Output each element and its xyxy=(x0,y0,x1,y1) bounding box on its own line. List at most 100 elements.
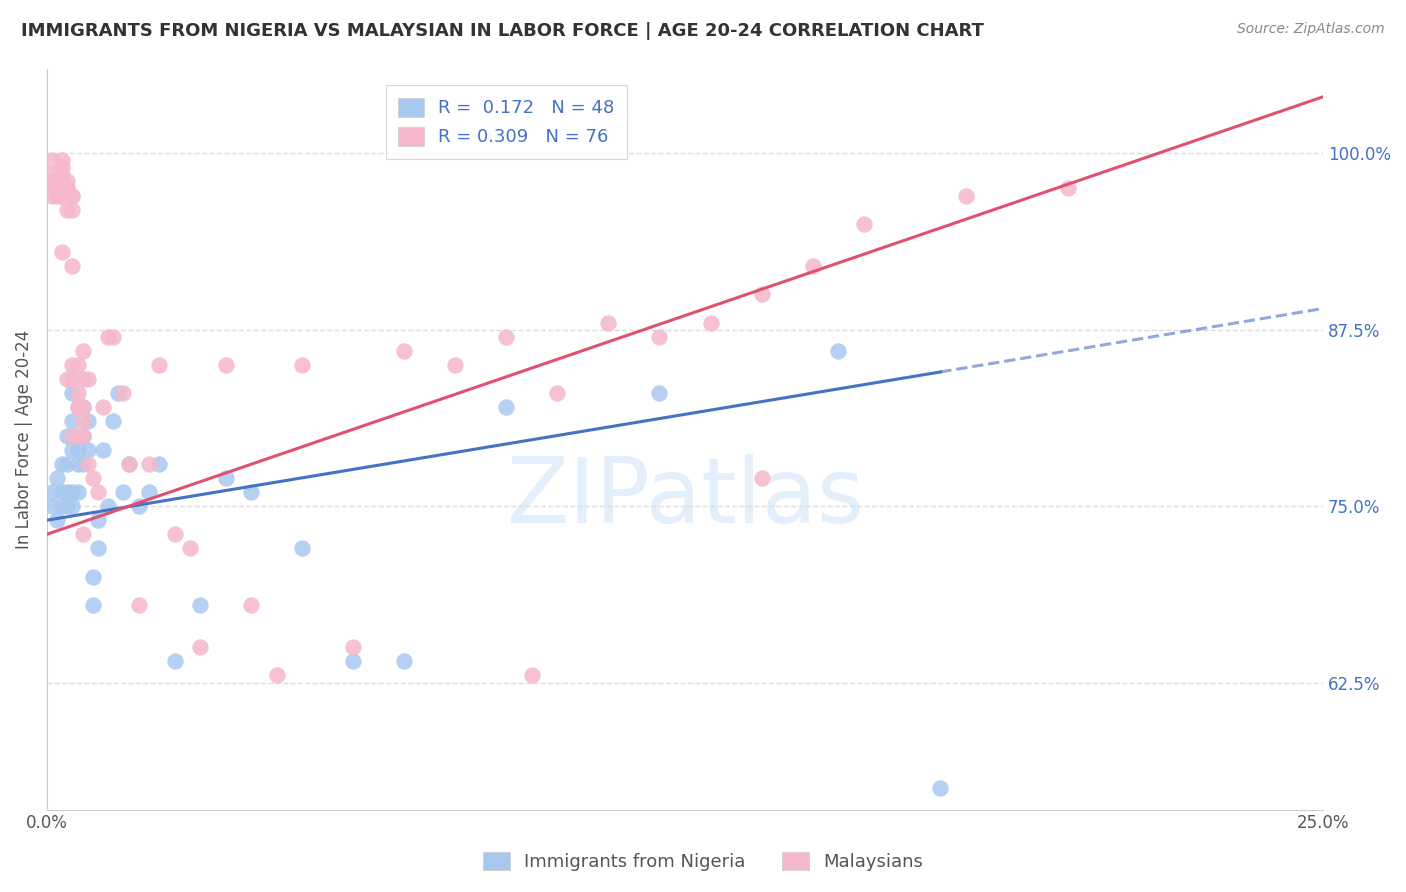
Point xyxy=(444,358,467,372)
Point xyxy=(117,457,139,471)
Point xyxy=(107,386,129,401)
Point xyxy=(291,358,314,372)
Point xyxy=(72,414,94,428)
Point xyxy=(46,181,69,195)
Point xyxy=(128,499,150,513)
Point xyxy=(62,202,84,217)
Point xyxy=(240,598,263,612)
Point xyxy=(46,471,69,485)
Point xyxy=(62,414,84,428)
Point xyxy=(41,153,63,168)
Point xyxy=(751,471,773,485)
Point xyxy=(128,598,150,612)
Point xyxy=(82,471,104,485)
Point xyxy=(51,167,73,181)
Point xyxy=(76,414,98,428)
Y-axis label: In Labor Force | Age 20-24: In Labor Force | Age 20-24 xyxy=(15,329,32,549)
Point xyxy=(495,329,517,343)
Point xyxy=(394,654,416,668)
Point xyxy=(112,386,135,401)
Point xyxy=(62,442,84,457)
Point xyxy=(342,640,364,655)
Point xyxy=(51,161,73,175)
Point xyxy=(51,188,73,202)
Point xyxy=(138,457,160,471)
Point xyxy=(56,174,79,188)
Point xyxy=(148,358,170,372)
Point xyxy=(112,485,135,500)
Point xyxy=(163,654,186,668)
Point xyxy=(41,174,63,188)
Point xyxy=(163,527,186,541)
Point xyxy=(41,167,63,181)
Point xyxy=(91,401,114,415)
Point xyxy=(82,569,104,583)
Point xyxy=(41,499,63,513)
Point xyxy=(148,457,170,471)
Text: IMMIGRANTS FROM NIGERIA VS MALAYSIAN IN LABOR FORCE | AGE 20-24 CORRELATION CHAR: IMMIGRANTS FROM NIGERIA VS MALAYSIAN IN … xyxy=(21,22,984,40)
Point xyxy=(51,457,73,471)
Point xyxy=(342,654,364,668)
Point xyxy=(51,174,73,188)
Point xyxy=(801,259,824,273)
Point xyxy=(62,485,84,500)
Point xyxy=(266,668,288,682)
Point xyxy=(87,541,110,556)
Text: ZIPatlas: ZIPatlas xyxy=(506,454,863,542)
Point xyxy=(103,414,125,428)
Point xyxy=(51,245,73,260)
Point xyxy=(51,188,73,202)
Point xyxy=(97,499,120,513)
Point xyxy=(51,499,73,513)
Point xyxy=(41,188,63,202)
Point xyxy=(46,188,69,202)
Point xyxy=(72,428,94,442)
Point xyxy=(72,372,94,386)
Point xyxy=(51,153,73,168)
Point xyxy=(87,485,110,500)
Point xyxy=(72,401,94,415)
Point xyxy=(66,485,89,500)
Point xyxy=(56,202,79,217)
Text: Source: ZipAtlas.com: Source: ZipAtlas.com xyxy=(1237,22,1385,37)
Point xyxy=(66,442,89,457)
Point xyxy=(394,343,416,358)
Point xyxy=(56,181,79,195)
Point xyxy=(648,329,671,343)
Point xyxy=(56,428,79,442)
Point xyxy=(66,401,89,415)
Point xyxy=(240,485,263,500)
Point xyxy=(41,485,63,500)
Point xyxy=(62,386,84,401)
Point xyxy=(76,372,98,386)
Point xyxy=(91,442,114,457)
Point xyxy=(51,181,73,195)
Point xyxy=(46,181,69,195)
Point xyxy=(188,640,211,655)
Point xyxy=(76,457,98,471)
Point xyxy=(46,513,69,527)
Point xyxy=(179,541,201,556)
Point xyxy=(66,457,89,471)
Legend: Immigrants from Nigeria, Malaysians: Immigrants from Nigeria, Malaysians xyxy=(475,845,931,879)
Point xyxy=(188,598,211,612)
Point xyxy=(66,401,89,415)
Point xyxy=(62,188,84,202)
Point xyxy=(520,668,543,682)
Point xyxy=(51,181,73,195)
Point xyxy=(546,386,568,401)
Point xyxy=(46,174,69,188)
Point xyxy=(648,386,671,401)
Point xyxy=(87,513,110,527)
Point xyxy=(699,316,721,330)
Point xyxy=(72,527,94,541)
Point xyxy=(929,781,952,796)
Point xyxy=(72,428,94,442)
Point xyxy=(66,386,89,401)
Point xyxy=(72,457,94,471)
Point xyxy=(214,471,236,485)
Point xyxy=(214,358,236,372)
Point xyxy=(62,188,84,202)
Point xyxy=(51,485,73,500)
Legend: R =  0.172   N = 48, R = 0.309   N = 76: R = 0.172 N = 48, R = 0.309 N = 76 xyxy=(385,85,627,159)
